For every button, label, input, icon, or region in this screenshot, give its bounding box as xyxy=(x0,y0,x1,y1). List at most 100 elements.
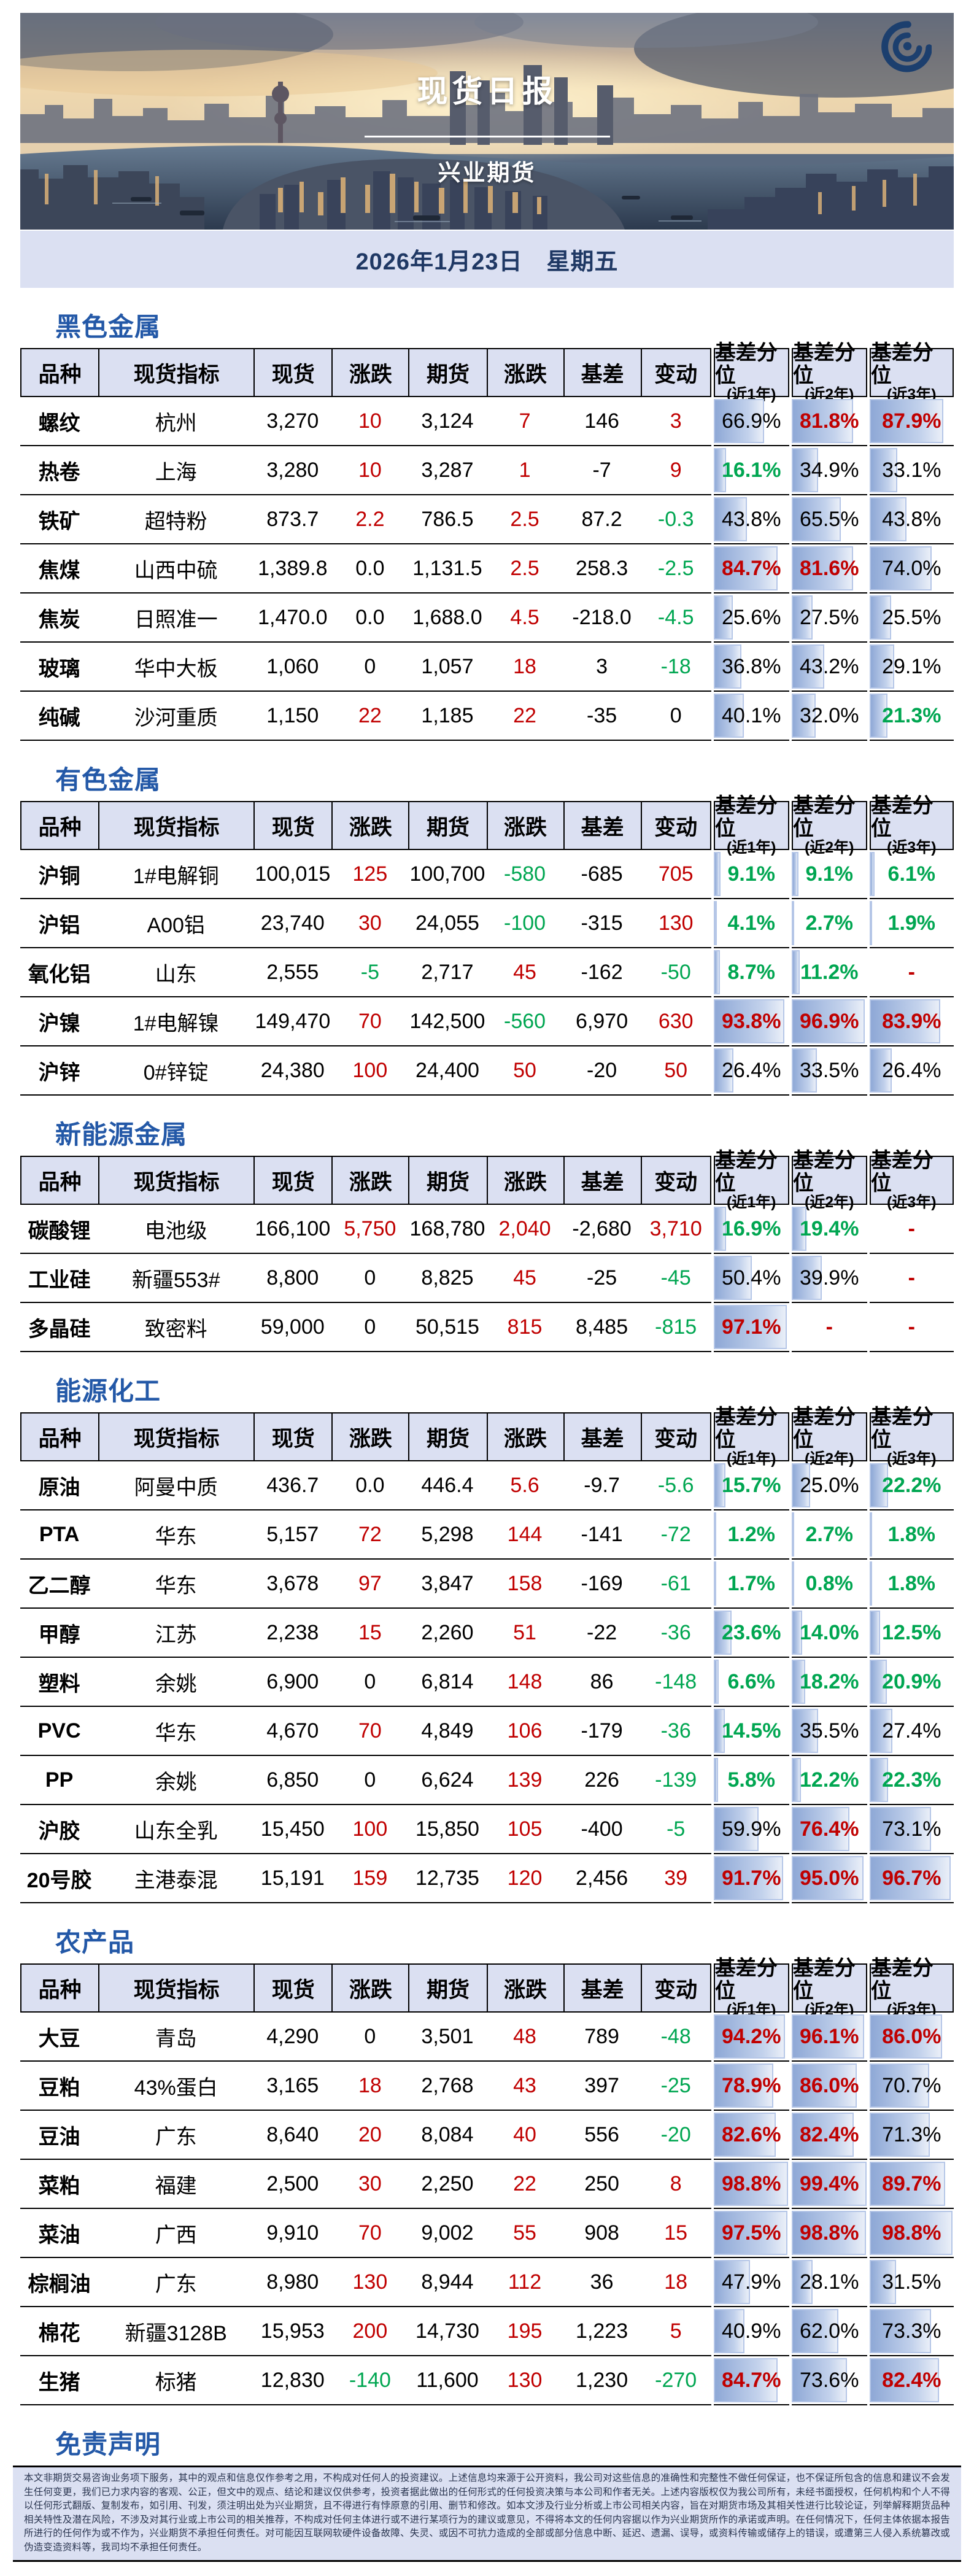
percentile-2y-cell: 27.5% xyxy=(791,594,867,643)
basis-change-cell: 705 xyxy=(640,850,711,899)
indicator-cell: 山东 xyxy=(98,948,254,997)
percentile-data-bar xyxy=(869,999,940,1043)
futures-change-cell: 2,040 xyxy=(486,1205,563,1254)
percentile-3y-cell: - xyxy=(869,948,954,997)
percentile-column-header: 基差分位 (近1年) xyxy=(713,794,789,856)
percentile-3y-cell: 26.4% xyxy=(869,1046,954,1096)
commodity-table: 品种 现货指标 现货 涨跌 期货 涨跌 基差 变动 基差分位 (近1年) 基差分位 (近2年) 基差分位… xyxy=(20,1957,954,2405)
indicator-cell: 山西中硫 xyxy=(98,544,254,594)
spot-price-cell: 2,500 xyxy=(253,2160,332,2209)
futures-change-cell: 40 xyxy=(486,2111,563,2160)
percentile-value: 50.4% xyxy=(722,1266,781,1290)
percentile-value: 39.9% xyxy=(800,1266,859,1290)
percentile-3y-cell: 86.0% xyxy=(869,2013,954,2062)
percentile-value: 43.8% xyxy=(882,507,941,531)
spot-price-cell: 4,670 xyxy=(253,1707,332,1756)
percentile-3y-cell: - xyxy=(869,1303,954,1352)
basis-cell: 397 xyxy=(563,2062,641,2111)
spot-price-cell: 23,740 xyxy=(253,899,332,948)
row-gap xyxy=(867,1510,870,1560)
row-gap xyxy=(711,2111,714,2160)
basis-cell: 556 xyxy=(563,2111,641,2160)
percentile-3y-cell: 98.8% xyxy=(869,2209,954,2258)
percentile-value: 84.7% xyxy=(722,2368,781,2392)
percentile-value: 40.1% xyxy=(722,703,781,727)
basis-cell: -179 xyxy=(563,1707,641,1756)
percentile-header-label: 基差分位 xyxy=(870,1956,933,2003)
basis-change-cell: -72 xyxy=(640,1510,711,1560)
row-gap xyxy=(789,850,792,899)
row-gap xyxy=(789,1805,792,1854)
percentile-value: 27.4% xyxy=(882,1719,941,1742)
basis-change-cell: 9 xyxy=(640,446,711,495)
percentile-data-bar xyxy=(713,2113,776,2157)
basis-change-cell: -148 xyxy=(640,1658,711,1707)
column-header: 品种 xyxy=(20,348,99,397)
percentile-value: 66.9% xyxy=(722,409,781,433)
percentile-value: 74.0% xyxy=(882,556,941,580)
futures-price-cell: 15,850 xyxy=(408,1805,487,1854)
percentile-value: 16.9% xyxy=(722,1216,781,1240)
indicator-cell: A00铝 xyxy=(98,899,254,948)
percentile-1y-cell: 91.7% xyxy=(713,1854,789,1903)
row-gap xyxy=(789,1510,792,1560)
basis-cell: -35 xyxy=(563,692,641,741)
percentile-value: 73.1% xyxy=(882,1817,941,1841)
percentile-value: 1.7% xyxy=(727,1571,775,1595)
spot-change-cell: 0.0 xyxy=(331,594,409,643)
row-gap xyxy=(711,594,714,643)
row-gap xyxy=(867,2160,870,2209)
basis-change-cell: -5.6 xyxy=(640,1461,711,1510)
indicator-cell: 上海 xyxy=(98,446,254,495)
percentile-value: 47.9% xyxy=(722,2270,781,2294)
variety-cell: 工业硅 xyxy=(20,1254,99,1303)
percentile-2y-cell: 25.0% xyxy=(791,1461,867,1510)
percentile-value: 15.7% xyxy=(722,1473,781,1497)
column-header: 品种 xyxy=(20,1412,99,1461)
spot-change-cell: 130 xyxy=(331,2258,409,2307)
row-gap xyxy=(789,2160,792,2209)
spot-change-cell: -5 xyxy=(331,948,409,997)
row-gap xyxy=(789,1046,792,1096)
row-gap xyxy=(867,2356,870,2405)
row-gap xyxy=(867,1756,870,1805)
percentile-2y-cell: 96.1% xyxy=(791,2013,867,2062)
row-gap xyxy=(711,850,714,899)
futures-price-cell: 24,055 xyxy=(408,899,487,948)
header-gap xyxy=(711,348,714,397)
percentile-3y-cell: 12.5% xyxy=(869,1609,954,1658)
percentile-data-bar xyxy=(869,1611,880,1655)
spot-price-cell: 2,238 xyxy=(253,1609,332,1658)
column-header: 涨跌 xyxy=(486,801,563,850)
futures-price-cell: 142,500 xyxy=(408,997,487,1046)
percentile-value: - xyxy=(908,960,915,984)
spot-change-cell: 70 xyxy=(331,2209,409,2258)
header-gap xyxy=(789,348,792,397)
percentile-data-bar xyxy=(713,546,778,590)
variety-cell: 生猪 xyxy=(20,2356,99,2405)
basis-change-cell: -50 xyxy=(640,948,711,997)
row-gap xyxy=(867,1205,870,1254)
basis-cell: 86 xyxy=(563,1658,641,1707)
percentile-1y-cell: 36.8% xyxy=(713,643,789,692)
variety-cell: 沪锌 xyxy=(20,1046,99,1096)
percentile-data-bar xyxy=(869,1463,889,1507)
indicator-cell: 新疆553# xyxy=(98,1254,254,1303)
percentile-data-bar xyxy=(791,901,794,945)
percentile-value: 36.8% xyxy=(722,654,781,678)
percentile-1y-cell: 66.9% xyxy=(713,397,789,446)
percentile-3y-cell: 96.7% xyxy=(869,1854,954,1903)
column-header: 期货 xyxy=(408,348,487,397)
percentile-2y-cell: 81.8% xyxy=(791,397,867,446)
percentile-value: 82.4% xyxy=(800,2122,859,2146)
basis-change-cell: -0.3 xyxy=(640,495,711,544)
percentile-header-label: 基差分位 xyxy=(714,1405,778,1452)
percentile-data-bar xyxy=(791,448,818,492)
percentile-value: 71.3% xyxy=(882,2122,941,2146)
percentile-value: 16.1% xyxy=(722,458,781,482)
percentile-value: 98.8% xyxy=(882,2221,941,2245)
row-gap xyxy=(789,2307,792,2356)
percentile-2y-cell: 99.4% xyxy=(791,2160,867,2209)
column-header: 现货 xyxy=(253,1963,332,2013)
column-header: 现货指标 xyxy=(98,1412,254,1461)
